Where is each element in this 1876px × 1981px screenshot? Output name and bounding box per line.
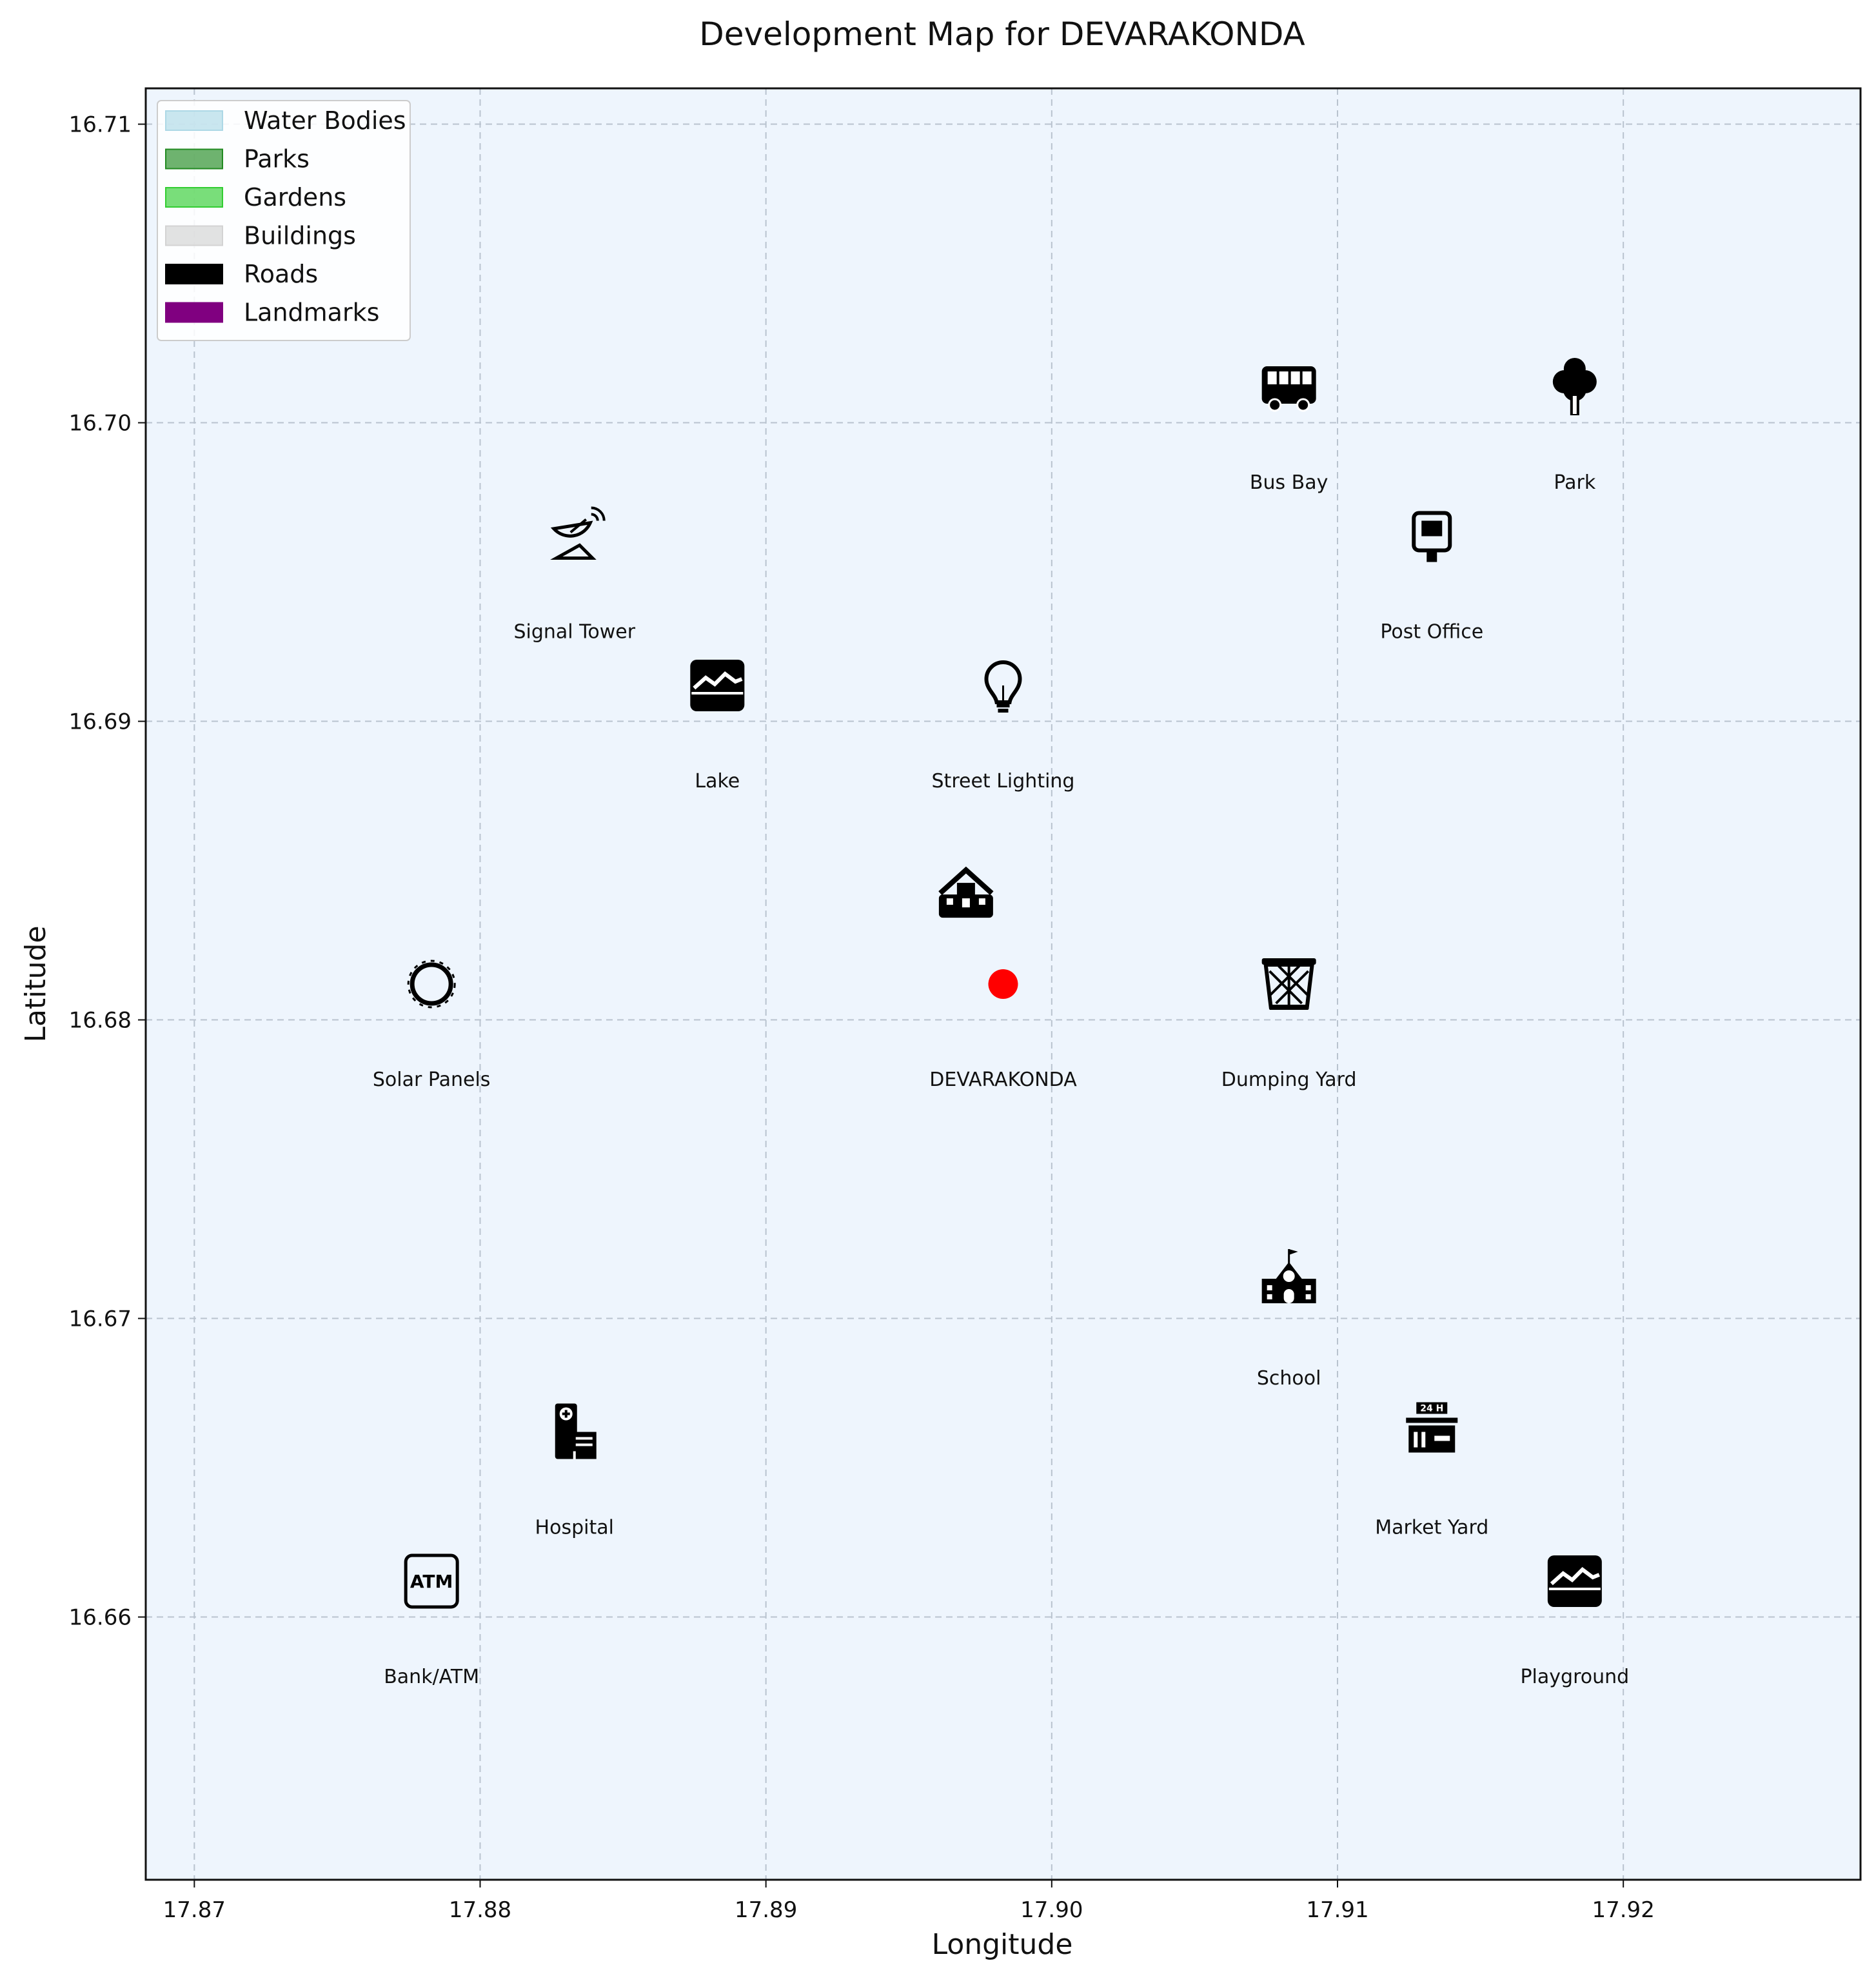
house-icon xyxy=(938,866,994,918)
poi-label: Street Lighting xyxy=(932,770,1075,793)
legend-swatch xyxy=(165,264,223,284)
tree-icon xyxy=(1552,358,1597,415)
poi-label: Signal Tower xyxy=(513,621,635,644)
x-tick-label: 17.89 xyxy=(735,1897,797,1923)
poi-label: Lake xyxy=(695,770,740,793)
x-tick-label: 17.91 xyxy=(1306,1897,1368,1923)
y-axis-label: Latitude xyxy=(19,925,52,1042)
x-axis-label: Longitude xyxy=(932,1928,1073,1961)
legend-label: Landmarks xyxy=(244,299,379,327)
legend-label: Water Bodies xyxy=(244,106,406,135)
atm-icon: ATM xyxy=(404,1553,459,1609)
svg-text:ATM: ATM xyxy=(410,1571,453,1592)
x-tick-label: 17.90 xyxy=(1020,1897,1083,1923)
poi-label: Post Office xyxy=(1380,621,1483,644)
lightbulb-icon xyxy=(984,660,1022,713)
legend-label: Gardens xyxy=(244,183,346,212)
legend-label: Parks xyxy=(244,145,310,173)
sun-icon xyxy=(407,960,456,1009)
trash-basket-icon xyxy=(1261,958,1316,1010)
center-label: DEVARAKONDA xyxy=(929,1069,1077,1091)
legend: Water Bodies Parks Gardens Buildings Roads La… xyxy=(157,100,411,341)
poi-label: Park xyxy=(1554,471,1595,494)
legend-swatch xyxy=(165,110,223,131)
school-icon xyxy=(1261,1249,1316,1303)
map-points: Bus Bay Park Signal Tower Post Office Lake St… xyxy=(373,358,1629,1688)
y-tick-label: 16.68 xyxy=(69,1008,132,1034)
poi-label: Solar Panels xyxy=(373,1069,491,1091)
legend-label: Roads xyxy=(244,260,318,288)
grid-lines xyxy=(146,88,1861,1880)
landscape-icon xyxy=(690,660,745,711)
chart-title: Development Map for DEVARAKONDA xyxy=(699,15,1305,53)
y-tick-label: 16.70 xyxy=(69,411,132,437)
poi-label: Hospital xyxy=(535,1517,614,1539)
mailbox-icon xyxy=(1412,511,1452,562)
bus-icon xyxy=(1261,366,1316,412)
hospital-icon xyxy=(555,1403,597,1459)
plot-frame xyxy=(144,87,1862,1881)
y-tick-label: 16.66 xyxy=(69,1605,132,1631)
poi-label: Bus Bay xyxy=(1250,471,1328,494)
legend-swatch xyxy=(165,187,223,208)
y-tick-label: 16.69 xyxy=(69,709,132,735)
x-tick-label: 17.87 xyxy=(163,1897,226,1923)
poi-label: Dumping Yard xyxy=(1221,1069,1357,1091)
poi-label: School xyxy=(1257,1367,1321,1390)
center-marker xyxy=(988,969,1018,999)
legend-swatch xyxy=(165,148,223,170)
legend-swatch xyxy=(165,302,223,323)
svg-text:24 H: 24 H xyxy=(1420,1404,1443,1414)
y-tick-label: 16.67 xyxy=(69,1306,132,1332)
legend-label: Buildings xyxy=(244,222,356,250)
satellite-dish-icon xyxy=(550,506,606,560)
poi-label: Bank/ATM xyxy=(384,1666,479,1688)
x-tick-label: 17.88 xyxy=(449,1897,511,1923)
landscape-icon xyxy=(1547,1555,1602,1607)
legend-swatch xyxy=(165,225,223,246)
axis-ticks: 17.87 17.88 17.89 17.90 17.91 17.92 16.66 16.67… xyxy=(69,112,1655,1923)
poi-label: Playground xyxy=(1520,1666,1629,1688)
x-tick-label: 17.92 xyxy=(1592,1897,1654,1923)
store-icon: 24 H xyxy=(1406,1402,1458,1453)
y-tick-label: 16.71 xyxy=(69,112,132,138)
poi-label: Market Yard xyxy=(1375,1517,1488,1539)
